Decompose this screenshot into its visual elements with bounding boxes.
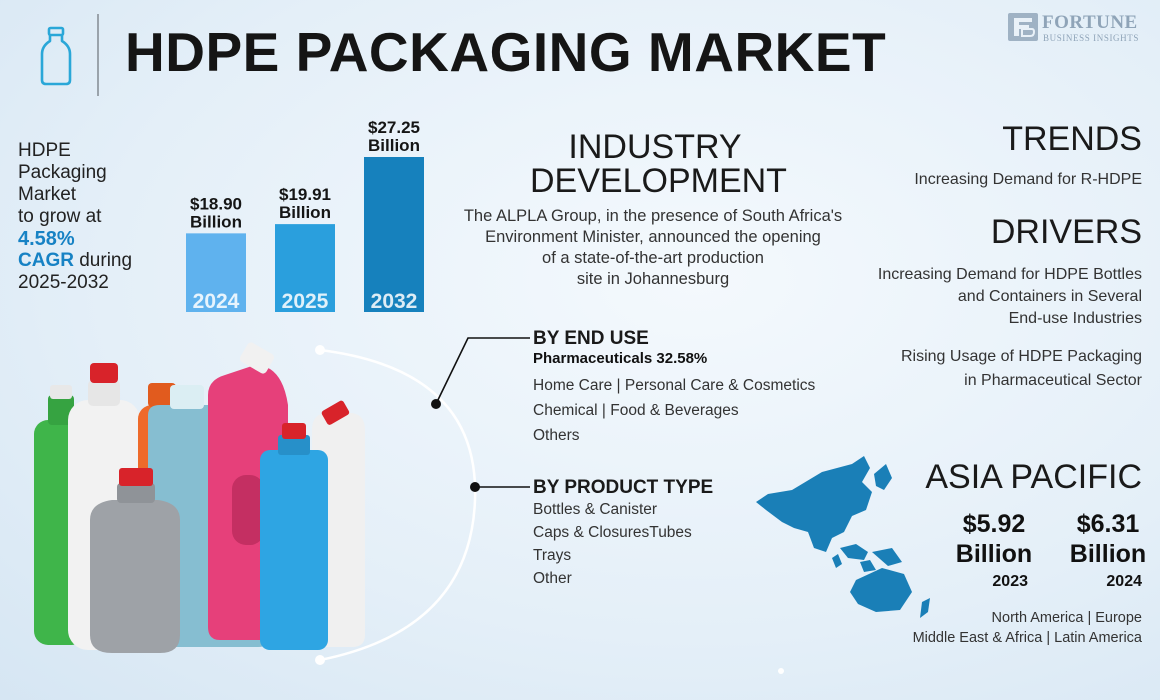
end-use-lead-segment: Pharmaceuticals 32.58% xyxy=(533,350,708,367)
asia-pacific-value-2024: $6.31 Billion xyxy=(1058,509,1158,569)
market-size-bar-chart: 2024 $18.90 Billion 2025 $19.91 Billion 2032 $2… xyxy=(176,100,446,318)
driver-1-line-1: Increasing Demand for HDPE Bottles xyxy=(877,266,1142,283)
decorative-dot xyxy=(778,668,784,674)
product-type-title: BY PRODUCT TYPE xyxy=(533,477,714,498)
bar-value-label: $18.90 xyxy=(190,194,242,213)
end-use-row-2: Chemical | Food & Beverages xyxy=(533,402,739,419)
product-type-item: Bottles & Canister xyxy=(533,501,658,518)
industry-title-line-2: DEVELOPMENT xyxy=(530,162,787,200)
ap-2024-unit: Billion xyxy=(1069,540,1147,568)
product-type-item: Other xyxy=(533,570,572,587)
fortune-logo-mark-icon xyxy=(1008,13,1038,41)
fortune-logo: FORTUNE BUSINESS INSIGHTS xyxy=(1008,12,1148,46)
cagr-line: CAGR during xyxy=(18,250,188,272)
growth-period: 2025-2032 xyxy=(18,272,109,293)
bar-chart-svg: 2024$18.90Billion2025$19.91Billion2032$2… xyxy=(186,118,424,313)
cagr-label: CAGR xyxy=(18,250,74,271)
bar-category-label: 2024 xyxy=(193,290,240,313)
bar-2032 xyxy=(364,157,424,312)
header-divider xyxy=(97,14,99,96)
end-use-list: Home Care | Personal Care & Cosmetics Ch… xyxy=(533,373,815,448)
growth-summary: HDPE Packaging Market to grow at 4.58% C… xyxy=(18,140,188,294)
other-regions: North America | Europe Middle East & Afr… xyxy=(913,608,1142,648)
bar-2025 xyxy=(275,224,335,312)
industry-development-title: INDUSTRY DEVELOPMENT xyxy=(530,128,787,200)
ap-2024-amount: $6.31 xyxy=(1076,510,1140,538)
end-use-row-3: Others xyxy=(533,427,580,444)
ap-2023-unit: Billion xyxy=(955,540,1033,568)
driver-2-line-1: Rising Usage of HDPE Packaging xyxy=(900,348,1142,365)
ap-year-2023: 2023 xyxy=(992,573,1028,590)
cagr-value: 4.58% xyxy=(18,228,75,250)
bar-category-label: 2025 xyxy=(282,290,329,313)
industry-body-line-2: Environment Minister, announced the open… xyxy=(485,228,821,246)
ap-year-2024: 2024 xyxy=(1106,573,1142,590)
asia-pacific-map-icon xyxy=(756,456,930,618)
milk-bottle-icon xyxy=(40,26,72,86)
drivers-title: DRIVERS xyxy=(990,213,1142,251)
bar-value-label: $27.25 xyxy=(368,118,420,137)
bar-unit-label: Billion xyxy=(190,212,242,231)
end-use-row-1: Home Care | Personal Care & Cosmetics xyxy=(533,377,816,394)
industry-title-line-1: INDUSTRY xyxy=(568,128,742,166)
industry-body-line-3: of a state-of-the-art production xyxy=(542,249,764,267)
hdpe-bottles-illustration xyxy=(34,342,365,653)
industry-development-text: The ALPLA Group, in the presence of Sout… xyxy=(448,206,858,290)
product-type-list: Bottles & Canister Caps & ClosuresTubes … xyxy=(533,498,692,590)
trend-item: Increasing Demand for R-HDPE xyxy=(914,171,1142,188)
bar-unit-label: Billion xyxy=(279,203,331,222)
bar-unit-label: Billion xyxy=(368,136,420,155)
growth-line-3: Market xyxy=(18,184,77,205)
asia-pacific-title: ASIA PACIFIC xyxy=(925,458,1142,496)
industry-body-line-1: The ALPLA Group, in the presence of Sout… xyxy=(463,207,843,225)
bar-2024 xyxy=(186,233,246,312)
asia-pacific-value-2023: $5.92 Billion xyxy=(944,509,1044,569)
segment-connector-arc xyxy=(315,337,530,665)
logo-subtitle: BUSINESS INSIGHTS xyxy=(1043,33,1139,43)
end-use-title: BY END USE xyxy=(533,328,649,349)
cagr-during: during xyxy=(73,250,133,271)
growth-line-2: Packaging xyxy=(18,162,107,183)
bar-category-label: 2032 xyxy=(371,290,418,313)
growth-line-1: HDPE xyxy=(18,140,71,161)
regions-line-2: Middle East & Africa | Latin America xyxy=(912,630,1142,646)
logo-name: FORTUNE xyxy=(1042,12,1138,33)
bar-value-label: $19.91 xyxy=(279,185,331,204)
growth-line-4: to grow at xyxy=(18,206,102,227)
page-title: HDPE PACKAGING MARKET xyxy=(125,21,887,83)
product-type-item: Caps & ClosuresTubes xyxy=(533,524,692,541)
driver-1-line-2: and Containers in Several xyxy=(957,288,1142,305)
regions-line-1: North America | Europe xyxy=(991,610,1142,626)
driver-2-line-2: in Pharmaceutical Sector xyxy=(964,372,1142,389)
driver-item-1: Increasing Demand for HDPE Bottles and C… xyxy=(842,264,1142,330)
ap-2023-amount: $5.92 xyxy=(962,510,1026,538)
trends-title: TRENDS xyxy=(1002,120,1142,158)
product-type-item: Trays xyxy=(533,547,572,564)
industry-body-line-4: site in Johannesburg xyxy=(576,270,730,288)
driver-1-line-3: End-use Industries xyxy=(1008,310,1142,327)
driver-item-2: Rising Usage of HDPE Packaging in Pharma… xyxy=(842,345,1142,393)
